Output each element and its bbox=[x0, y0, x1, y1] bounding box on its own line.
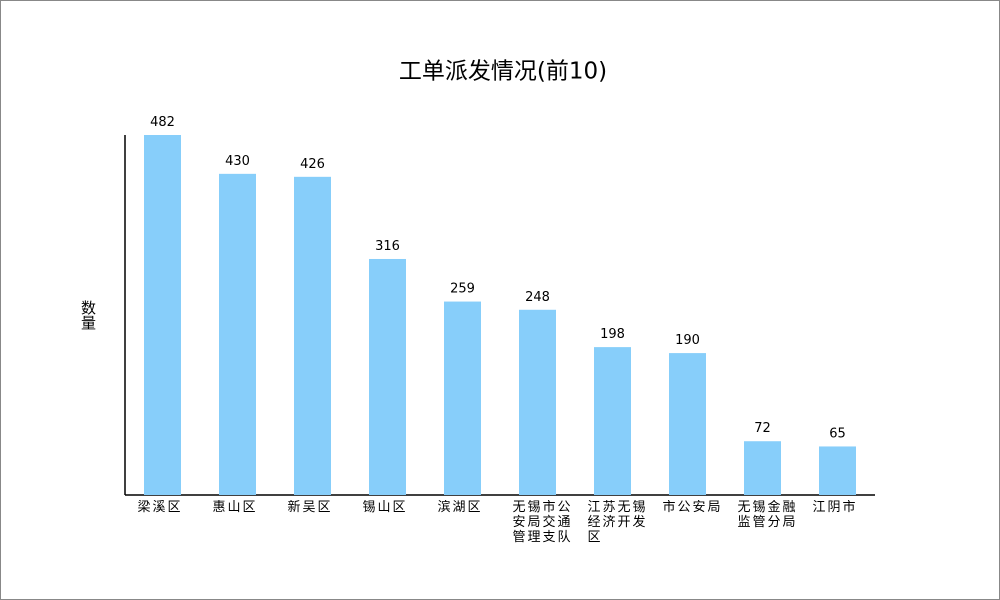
bar bbox=[444, 301, 481, 495]
x-tick-text: 新吴区 bbox=[287, 500, 333, 515]
bar bbox=[594, 347, 631, 495]
x-tick-text: 江苏无锡经济开发区 bbox=[587, 500, 648, 545]
y-axis-label: 数量 bbox=[79, 300, 97, 330]
value-label: 72 bbox=[754, 421, 771, 436]
chart-title: 工单派发情况(前10) bbox=[399, 59, 607, 85]
x-tick-label: 无锡市公安局交通管理支队 bbox=[512, 500, 573, 545]
value-label: 190 bbox=[675, 333, 700, 348]
x-tick-text: 无锡金融监管分局 bbox=[737, 500, 798, 530]
x-tick-text: 市公安局 bbox=[662, 500, 723, 515]
bar bbox=[819, 446, 856, 495]
bar bbox=[294, 176, 331, 495]
x-tick-label: 江苏无锡经济开发区 bbox=[587, 500, 648, 545]
bar bbox=[669, 353, 706, 495]
x-tick-text: 惠山区 bbox=[212, 500, 258, 515]
x-tick-text: 滨湖区 bbox=[437, 500, 483, 515]
value-label: 430 bbox=[225, 154, 250, 169]
x-tick-text: 梁溪区 bbox=[137, 500, 183, 515]
bar bbox=[744, 441, 781, 495]
x-tick-label: 市公安局 bbox=[662, 500, 723, 515]
x-tick-label: 无锡金融监管分局 bbox=[737, 500, 798, 530]
bar bbox=[219, 173, 256, 495]
x-tick-label: 锡山区 bbox=[362, 500, 408, 515]
value-label: 316 bbox=[375, 239, 400, 254]
x-tick-text: 无锡市公安局交通管理支队 bbox=[512, 500, 573, 545]
x-tick-label: 滨湖区 bbox=[437, 500, 483, 515]
bar bbox=[519, 309, 556, 495]
x-tick-label: 新吴区 bbox=[287, 500, 333, 515]
value-label: 198 bbox=[600, 327, 625, 342]
value-label: 426 bbox=[300, 157, 325, 172]
value-label: 259 bbox=[450, 282, 475, 297]
x-tick-label: 惠山区 bbox=[212, 500, 258, 515]
x-tick-label: 江阴市 bbox=[812, 500, 858, 515]
bar bbox=[144, 135, 181, 495]
value-label: 65 bbox=[829, 426, 846, 441]
x-tick-text: 江阴市 bbox=[812, 500, 858, 515]
x-tick-text: 锡山区 bbox=[362, 500, 408, 515]
x-tick-label: 梁溪区 bbox=[137, 500, 183, 515]
bar bbox=[369, 258, 406, 495]
value-label: 248 bbox=[525, 290, 550, 305]
value-label: 482 bbox=[150, 115, 175, 130]
